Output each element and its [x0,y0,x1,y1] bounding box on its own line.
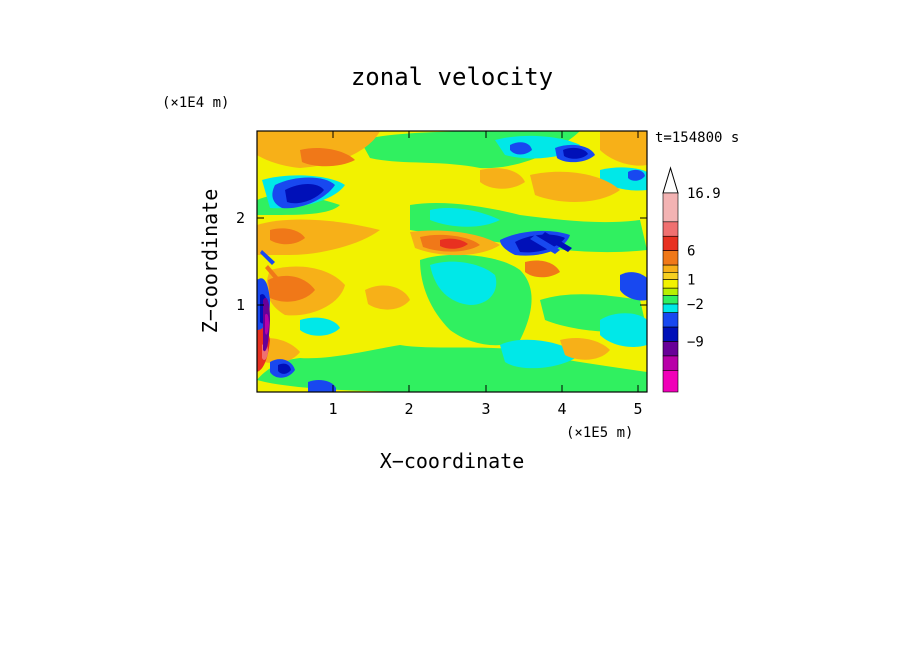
chart-title: zonal velocity [351,63,553,91]
contour-region [628,169,645,181]
plot-frame [256,130,648,393]
contour-region [600,131,647,166]
contour-region [270,228,305,245]
contour-region [300,317,340,336]
contour-region [260,250,275,265]
colorbar-label: 1 [687,273,695,289]
colorbar-level [662,235,679,251]
velocity-field [257,131,647,392]
colorbar-labels: 16.9 6 1 −2 −9 [687,186,721,351]
colorbar-level [662,295,679,305]
contour-region [308,380,336,392]
y-scale-label: (×1E4 m) [162,95,229,111]
colorbar-level [662,192,679,223]
y-tick-label: 2 [236,209,245,227]
x-tick-label: 1 [328,400,337,418]
contour-region [560,338,610,360]
y-axis-label: Z−coordinate [198,189,222,334]
contour-region [285,184,324,204]
colorbar-level [662,341,679,357]
colorbar-level [662,250,679,266]
contour-region [525,260,560,278]
contour-region [430,208,500,227]
colorbar-level [662,326,679,342]
colorbar-level [662,287,679,296]
x-tick-label: 4 [557,400,566,418]
colorbar-level [662,370,679,393]
time-label: t=154800 s [655,130,739,146]
colorbar-extend-arrow [662,166,679,194]
contour-region [480,168,525,189]
x-scale-label: (×1E5 m) [566,425,633,441]
colorbar-level [662,279,679,289]
colorbar-level [662,221,679,237]
contour-region [510,142,532,155]
contour-region [620,272,647,301]
colorbar-label: −9 [687,335,704,351]
contour-region [430,261,497,305]
x-axis [332,131,639,392]
contour-region [563,147,588,159]
colorbar-label: −2 [687,297,704,313]
x-tick-label: 5 [633,400,642,418]
contour-region [530,235,560,254]
contour-region [278,363,291,374]
contour-region [300,148,355,167]
contour-region [541,232,572,252]
colorbar-level [662,272,679,280]
colorbar-level [662,303,679,313]
contour-region [265,265,285,288]
contour-region [500,339,580,369]
colorbar-level [662,312,679,328]
x-tick-label: 3 [481,400,490,418]
x-axis-label: X−coordinate [380,449,525,473]
contour-region [530,171,620,202]
colorbar-label: 6 [687,244,695,260]
y-axis [257,217,647,306]
x-tick-label: 2 [404,400,413,418]
contour-region [257,219,380,255]
colorbar-label: 16.9 [687,186,721,202]
colorbar-level [662,264,679,273]
contour-region [600,313,647,347]
contour-region [440,238,468,249]
y-tick-label: 1 [236,296,245,314]
colorbar-level [662,355,679,371]
colorbar [662,166,679,393]
contour-region [365,285,410,310]
contour-region [265,313,269,335]
